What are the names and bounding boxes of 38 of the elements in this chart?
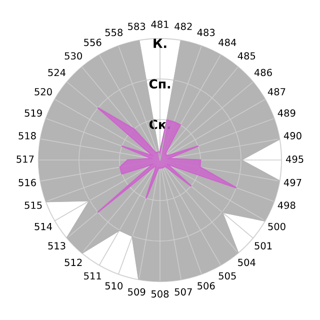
spoke-label: 482 [174,22,192,30]
spoke-label: 517 [16,156,34,163]
spoke-label: 512 [64,258,82,266]
spoke-label: 511 [84,272,101,280]
spoke-label: 530 [64,52,82,60]
spoke-label: 518 [18,132,36,140]
spoke-label: 484 [218,38,236,46]
spoke-label: 507 [174,288,192,296]
spoke-label: 495 [286,155,304,163]
spoke-label: 514 [34,222,52,230]
spoke-label: 520 [34,88,52,96]
spoke-label: 504 [238,258,256,266]
spoke-label: 485 [238,52,256,60]
spoke-label: 486 [254,68,272,76]
spoke-label: 506 [198,282,215,290]
spoke-label: 519 [24,109,42,117]
spoke-label: 583 [128,22,146,30]
y-tick-label: Сп. [149,79,170,89]
spoke-label: 497 [284,178,302,186]
spoke-label: 498 [278,202,296,209]
spoke-label: 509 [128,288,146,296]
spoke-label: 489 [278,109,296,117]
spoke-label: 505 [218,272,236,280]
spoke-label: 490 [284,132,302,140]
spoke-label: 481 [151,20,168,28]
spoke-label: 500 [268,222,286,230]
spoke-label: 556 [84,38,102,46]
spoke-label: 487 [268,88,286,96]
spoke-label: 508 [151,290,169,298]
spoke-label: 483 [197,28,215,36]
spoke-label: 516 [18,178,36,186]
y-tick-label: К. [154,38,166,48]
spoke-label: 513 [48,242,66,250]
spoke-label: 501 [254,242,272,250]
spoke-label: 515 [24,202,42,209]
spoke-label: 524 [48,68,66,76]
spoke-label: 510 [105,282,123,290]
spoke-label: 558 [105,28,123,36]
